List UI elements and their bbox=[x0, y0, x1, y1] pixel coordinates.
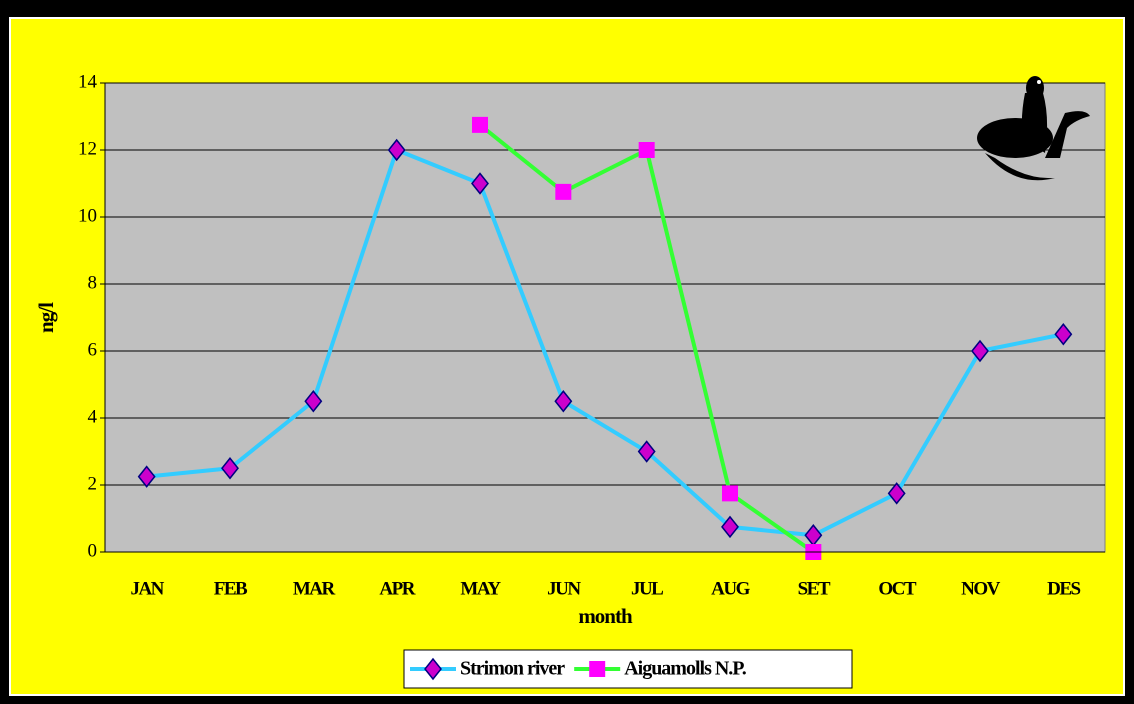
x-tick-label: NOV bbox=[961, 578, 1001, 599]
y-tick-label: 6 bbox=[88, 339, 98, 360]
x-tick-label: OCT bbox=[878, 578, 917, 599]
x-tick-label: APR bbox=[379, 578, 415, 599]
y-tick-label: 0 bbox=[88, 540, 98, 561]
y-tick-label: 14 bbox=[78, 71, 98, 92]
data-point bbox=[639, 142, 655, 158]
data-point bbox=[555, 184, 571, 200]
x-tick-label: MAY bbox=[460, 578, 501, 599]
x-tick-label: JUN bbox=[547, 578, 581, 599]
x-tick-label: JAN bbox=[130, 578, 164, 599]
y-tick-label: 8 bbox=[88, 272, 98, 293]
y-tick-label: 4 bbox=[88, 406, 98, 427]
x-tick-label: AUG bbox=[711, 578, 750, 599]
x-tick-label: FEB bbox=[214, 578, 248, 599]
x-axis-title: month bbox=[578, 604, 633, 628]
x-tick-label: SET bbox=[798, 578, 831, 599]
x-tick-label: DES bbox=[1047, 578, 1080, 599]
y-tick-label: 10 bbox=[78, 205, 97, 226]
y-tick-label: 2 bbox=[88, 473, 98, 494]
legend-marker bbox=[589, 661, 605, 677]
plot-area bbox=[105, 83, 1105, 552]
legend-label: Aiguamolls N.P. bbox=[624, 658, 747, 680]
y-axis-title: ng/l bbox=[34, 302, 58, 333]
x-tick-label: JUL bbox=[631, 578, 663, 599]
legend-label: Strimon river bbox=[460, 658, 565, 680]
data-point bbox=[472, 117, 488, 133]
x-tick-label: MAR bbox=[293, 578, 336, 599]
chart: 0 2 4 6 8 10 12 14 JAN FEB MAR APR MAY JUN JUL AUG SET OC… bbox=[0, 0, 1134, 704]
data-point bbox=[722, 485, 738, 501]
y-tick-label: 12 bbox=[78, 138, 97, 159]
